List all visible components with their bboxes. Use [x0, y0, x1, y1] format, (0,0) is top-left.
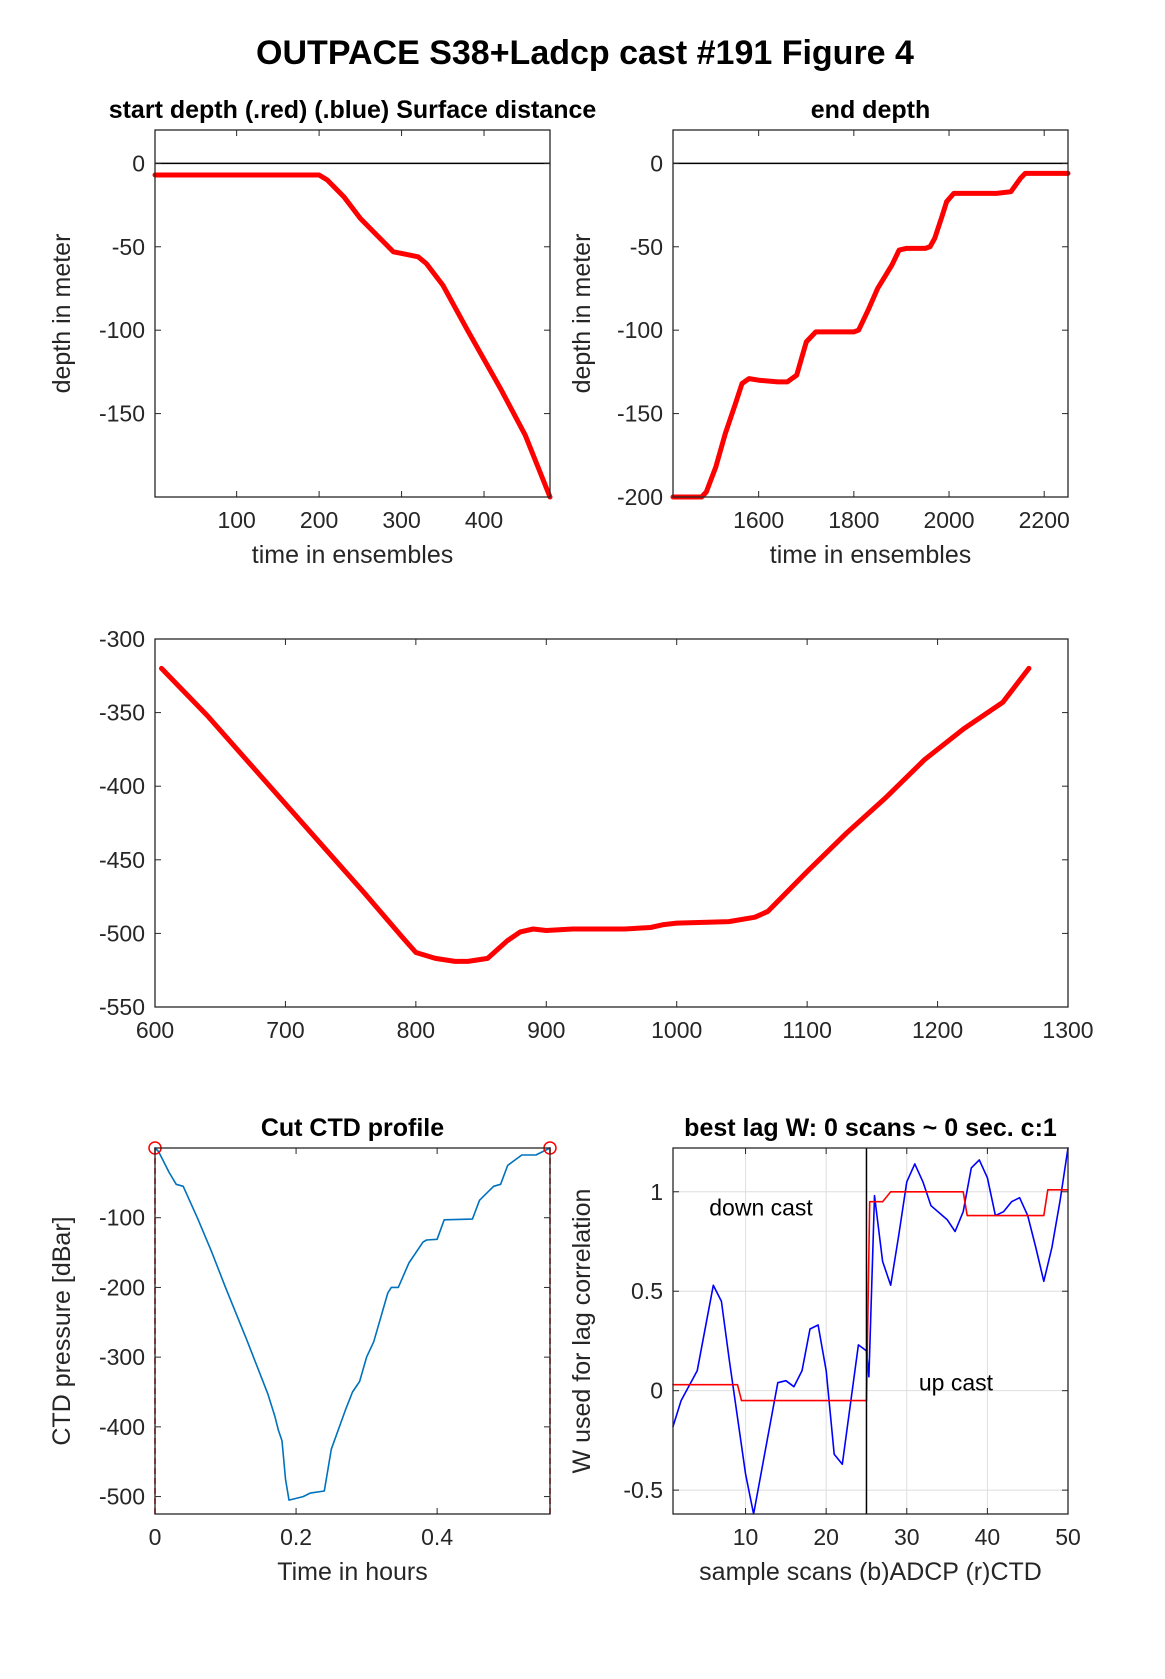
plot-area: [155, 639, 1068, 1007]
y-axis-label: CTD pressure [dBar]: [48, 1216, 76, 1445]
y-tick-label: -400: [99, 1414, 145, 1440]
x-axis-label: Time in hours: [277, 1558, 428, 1586]
annotation-down-cast: down cast: [709, 1195, 813, 1221]
y-tick-label: -150: [617, 401, 663, 427]
y-tick-label: -100: [99, 317, 145, 343]
y-tick-label: -350: [99, 700, 145, 726]
x-tick-label: 10: [733, 1524, 759, 1550]
x-tick-label: 20: [813, 1524, 839, 1550]
chart-title: end depth: [811, 96, 930, 124]
y-tick-label: -200: [617, 484, 663, 510]
x-tick-label: 0: [149, 1524, 162, 1550]
x-tick-label: 50: [1055, 1524, 1081, 1550]
axes-box: [154, 1147, 551, 1515]
plot-area: [155, 1148, 550, 1514]
chart-end: 1600 1800 2000 2200 0 -50 -100 -150 -200 end dept…: [568, 96, 1071, 569]
y-tick-label: -150: [99, 401, 145, 427]
x-tick-label: 0.4: [421, 1524, 453, 1550]
x-tick-label: 1300: [1042, 1017, 1093, 1043]
chart-lag: 10 20 30 40 50 1 0.5 0 -0.5 best lag W: 0 scans ~…: [568, 1114, 1081, 1586]
x-tick-label: 0.2: [280, 1524, 312, 1550]
axes-box: [154, 638, 1069, 1008]
y-axis-label: depth in meter: [48, 234, 76, 394]
chart-title: start depth (.red) (.blue) Surface dista…: [109, 96, 597, 124]
x-axis-label: sample scans (b)ADCP (r)CTD: [699, 1558, 1042, 1586]
y-tick-label: -0.5: [623, 1477, 663, 1503]
plot-area: [155, 130, 550, 497]
series-line-1: [672, 1189, 1069, 1402]
y-tick-label: -450: [99, 847, 145, 873]
series-line-0: [672, 1147, 1069, 1515]
y-tick-label: -200: [99, 1274, 145, 1300]
x-tick-label: 1000: [651, 1017, 702, 1043]
chart-title: best lag W: 0 scans ~ 0 sec. c:1: [684, 1114, 1057, 1142]
x-tick-label: 600: [136, 1017, 174, 1043]
x-tick-label: 200: [300, 507, 338, 533]
figure-title: OUTPACE S38+Ladcp cast #191 Figure 4: [256, 34, 914, 72]
y-tick-label: -300: [99, 626, 145, 652]
chart-ctd: 0 0.2 0.4 -100 -200 -300 -400 -500 Cut CTD profi…: [48, 1114, 557, 1586]
x-tick-label: 900: [527, 1017, 565, 1043]
chart-middle: 600 700 800 900 1000 1100 1200 1300 -300 -350 -400…: [99, 626, 1094, 1043]
series-line-0: [154, 1147, 551, 1501]
y-tick-label: 0.5: [631, 1278, 663, 1304]
x-tick-label: 1100: [782, 1017, 831, 1043]
y-tick-label: -300: [99, 1344, 145, 1370]
x-tick-label: 300: [382, 507, 420, 533]
axes-box: [154, 129, 551, 498]
axes-box: [672, 129, 1069, 498]
y-tick-label: 1: [650, 1179, 663, 1205]
x-tick-label: 2200: [1019, 507, 1070, 533]
chart-start: 100 200 300 400 0 -50 -100 -150 start depth (.re…: [48, 96, 596, 569]
x-tick-label: 30: [894, 1524, 920, 1550]
x-tick-label: 2000: [923, 507, 974, 533]
x-tick-label: 1800: [828, 507, 879, 533]
series-line-0: [152, 172, 553, 500]
y-tick-label: -500: [99, 1484, 145, 1510]
y-tick-label: -100: [99, 1205, 145, 1231]
x-tick-label: 700: [266, 1017, 304, 1043]
y-tick-label: -500: [99, 920, 145, 946]
axes-box: [672, 1147, 1069, 1515]
y-tick-label: -400: [99, 773, 145, 799]
y-tick-label: -550: [99, 994, 145, 1020]
chart-title: Cut CTD profile: [261, 1114, 444, 1142]
annotation-up-cast: up cast: [919, 1370, 994, 1396]
x-tick-label: 100: [217, 507, 255, 533]
y-tick-label: 0: [650, 150, 663, 176]
plot-area: [673, 130, 1068, 497]
x-axis-label: time in ensembles: [770, 541, 971, 569]
series-line-0: [670, 170, 1071, 500]
y-tick-label: -100: [617, 317, 663, 343]
x-tick-label: 400: [465, 507, 503, 533]
y-tick-label: -50: [630, 234, 663, 260]
x-tick-label: 1200: [912, 1017, 963, 1043]
x-tick-label: 800: [397, 1017, 435, 1043]
y-axis-label: W used for lag correlation: [568, 1189, 596, 1474]
y-axis-label: depth in meter: [568, 234, 596, 394]
y-tick-label: 0: [650, 1378, 663, 1404]
y-tick-label: -50: [112, 234, 145, 260]
y-tick-label: 0: [132, 150, 145, 176]
x-tick-label: 1600: [733, 507, 784, 533]
series-line-0: [159, 665, 1032, 964]
x-axis-label: time in ensembles: [252, 541, 453, 569]
x-tick-label: 40: [975, 1524, 1001, 1550]
